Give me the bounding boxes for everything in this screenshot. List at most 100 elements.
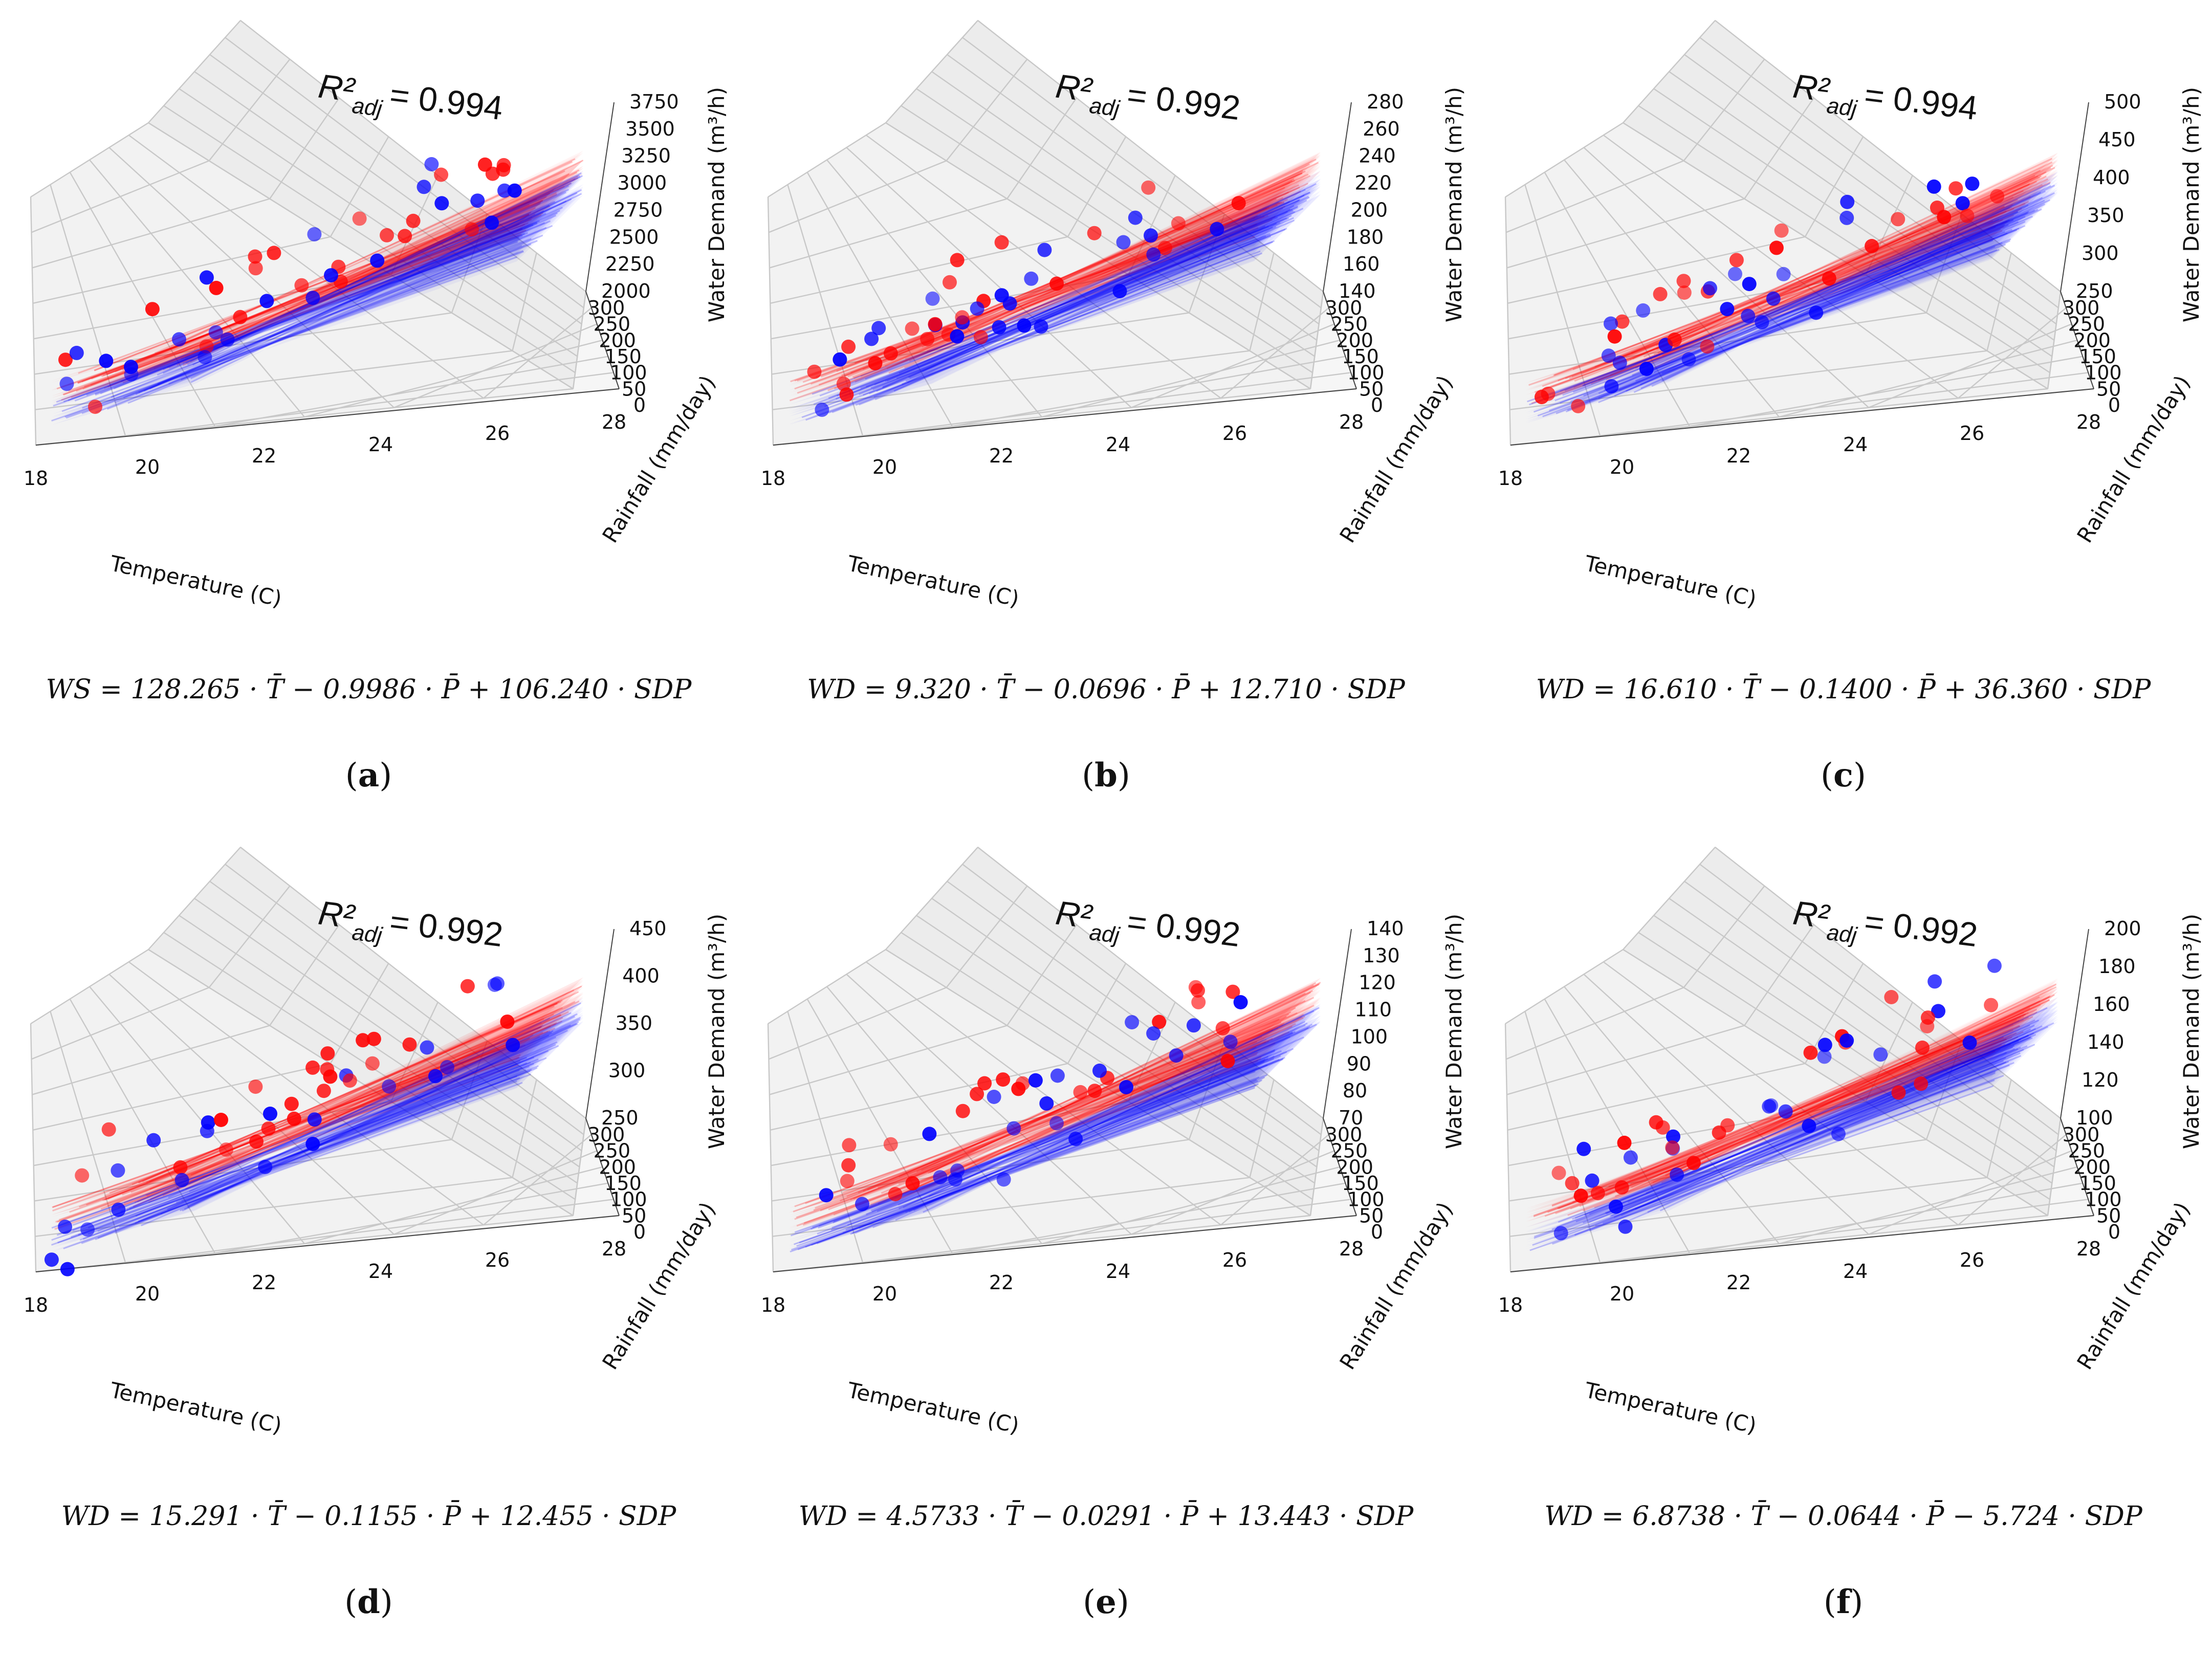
x-tick-label: 24	[368, 433, 393, 456]
data-point	[1607, 329, 1622, 344]
data-point	[490, 976, 505, 991]
plane-line	[855, 1056, 1285, 1234]
y-tick-label: 50	[2096, 378, 2121, 400]
plane-line	[1651, 199, 2050, 387]
x-tick-label: 22	[1726, 445, 1751, 467]
data-point	[905, 321, 919, 336]
plane-line	[796, 1051, 1258, 1219]
plane-line	[138, 1041, 558, 1222]
data-point	[948, 1172, 962, 1187]
plane-line	[844, 202, 1281, 377]
plane-line	[873, 217, 1294, 398]
x-tick-label: 18	[24, 1294, 48, 1316]
data-point	[1068, 1132, 1083, 1146]
plane-line	[1569, 206, 2012, 380]
z-tick-label: 160	[2093, 993, 2130, 1016]
data-point	[460, 979, 475, 994]
y-tick-label: 0	[1371, 394, 1383, 416]
plane-line	[1605, 1012, 2029, 1192]
plane-line	[1595, 1011, 2024, 1189]
plane-line	[51, 1075, 517, 1241]
z-tick-label: 3250	[621, 145, 671, 167]
data-point	[807, 364, 822, 379]
plane-line	[860, 211, 1288, 389]
plane-line	[62, 1067, 523, 1234]
data-point	[955, 310, 970, 325]
y-tick-label: 50	[1359, 378, 1384, 400]
plane-line	[850, 1058, 1283, 1235]
plane-line	[1647, 178, 2049, 365]
y-axis-label: Rainfall (mm/day)	[1334, 371, 1458, 547]
plane-line	[64, 250, 523, 418]
plane-line	[182, 175, 579, 364]
data-point	[1636, 303, 1651, 318]
plane-line	[1585, 1020, 2020, 1196]
plane-line	[797, 1083, 1259, 1250]
plane-line	[931, 982, 1321, 1173]
plane-line	[1659, 1022, 2054, 1211]
data-point	[1817, 1049, 1832, 1064]
plane-line	[1548, 230, 2003, 400]
data-point	[1955, 196, 1970, 211]
data-point	[1987, 958, 2002, 973]
plane-line	[192, 175, 583, 366]
plane-line	[149, 1017, 563, 1200]
data-point	[1884, 990, 1899, 1004]
data-point	[955, 1104, 970, 1118]
data-point	[839, 387, 854, 402]
x-tick-label: 28	[2076, 411, 2101, 433]
plane-line	[917, 1010, 1315, 1199]
x-tick-label: 24	[1106, 433, 1130, 456]
plane-line	[168, 182, 572, 369]
y-tick-label: 50	[1359, 1204, 1384, 1227]
z-tick-label: 3750	[629, 91, 679, 113]
plane-line	[1632, 175, 2042, 360]
z-axis-label: Water Demand (m³/h)	[1441, 87, 1466, 322]
plane-line	[51, 1063, 517, 1229]
panel-label: (a)	[345, 756, 392, 795]
plane-line	[903, 1022, 1308, 1208]
data-point	[994, 288, 1009, 303]
plane-line	[847, 201, 1282, 378]
plane-line	[129, 1030, 554, 1209]
plane-line	[794, 1053, 1257, 1220]
data-point	[497, 183, 512, 198]
plane-line	[1614, 215, 2033, 397]
y-tick-label: 100	[610, 1188, 647, 1211]
data-point	[883, 346, 898, 361]
plane-line	[1532, 1079, 1995, 1246]
plane-line	[823, 233, 1271, 405]
plane-line	[791, 1085, 1256, 1251]
plane-line	[126, 1032, 553, 1211]
plane-line	[1580, 229, 2018, 405]
data-point	[198, 350, 212, 365]
plane-line	[1630, 1000, 2041, 1184]
y-tick-label: 300	[2063, 1123, 2100, 1146]
data-point	[1891, 1085, 1906, 1100]
data-point	[815, 402, 829, 417]
data-point	[1720, 302, 1735, 317]
plane-line	[913, 1023, 1313, 1211]
y-tick-label: 200	[2073, 329, 2111, 351]
z-tick-label: 180	[1347, 226, 1384, 248]
data-point	[1776, 267, 1791, 281]
data-point	[1186, 1018, 1201, 1033]
data-point	[58, 1219, 73, 1234]
z-tick-label: 500	[2104, 91, 2141, 113]
regression-equation: WD = 9.320 · T̄ − 0.0696 · P̄ + 12.710 ·…	[807, 674, 1405, 705]
plane-line	[847, 1050, 1282, 1226]
plane-line	[907, 196, 1310, 383]
z-tick-label: 350	[616, 1012, 653, 1034]
plane-line	[839, 1027, 1279, 1202]
plane-line	[898, 1000, 1306, 1185]
z-tick-label: 450	[629, 917, 667, 940]
plane-line	[831, 1055, 1275, 1229]
data-point	[174, 1173, 189, 1187]
plane-line	[1620, 1028, 2036, 1210]
plane-line	[1657, 165, 2053, 354]
y-axis-label: Rainfall (mm/day)	[1334, 1198, 1458, 1374]
scatter-points	[58, 157, 522, 414]
x-tick-label: 22	[1726, 1271, 1751, 1294]
plane-line	[95, 240, 538, 413]
data-point	[970, 1087, 984, 1101]
